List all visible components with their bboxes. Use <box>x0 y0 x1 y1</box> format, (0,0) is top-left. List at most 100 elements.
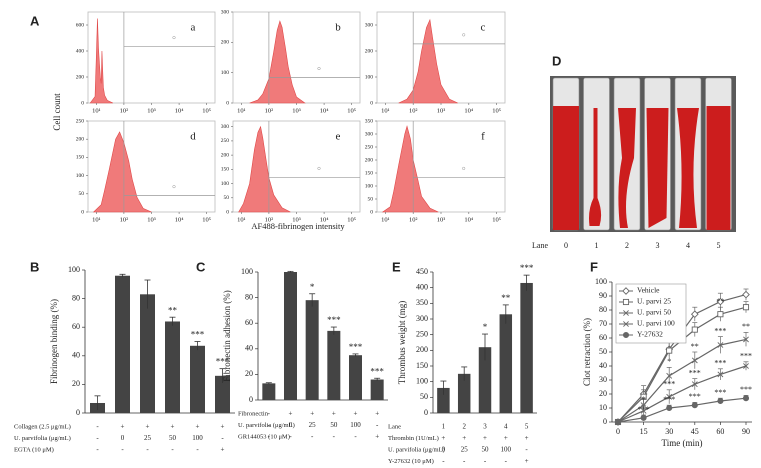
table-cell: + <box>221 423 225 431</box>
y-axis-label: Thrombus weight (mg) <box>397 301 407 385</box>
y-tick-label: 300 <box>365 131 374 137</box>
y-tick-label: 20 <box>72 379 80 388</box>
y-tick-label: 100 <box>221 70 230 76</box>
bar <box>478 347 492 413</box>
panel-label: A <box>30 13 40 28</box>
x-tick-label: 10⁵ <box>202 107 211 114</box>
table-cell: 0 <box>121 434 125 442</box>
table-cell: 3 <box>483 423 487 431</box>
significance: *** <box>327 315 341 325</box>
table-row-label: U. parvifolia (μg/mL) <box>388 446 445 453</box>
x-tick-label: 10¹ <box>381 216 390 223</box>
histogram-area <box>249 20 306 104</box>
point <box>690 310 699 319</box>
table-cell: - <box>196 446 199 454</box>
clot <box>706 106 731 230</box>
y-tick-label: 100 <box>595 277 607 286</box>
bar <box>165 321 180 413</box>
point <box>666 404 673 412</box>
clot <box>677 108 699 228</box>
lane-number: 5 <box>717 241 721 250</box>
point <box>614 418 622 426</box>
error-bar <box>219 368 226 383</box>
y-tick-label: 60 <box>72 322 80 331</box>
panel-label: D <box>552 53 561 68</box>
y-tick-label: 450 <box>416 267 428 276</box>
significance: * <box>310 282 315 292</box>
bar <box>370 379 384 400</box>
y-tick-label: 200 <box>365 48 374 54</box>
error-bar <box>119 273 126 278</box>
gate-marker <box>462 33 466 37</box>
y-tick-label: 200 <box>416 345 428 354</box>
y-tick-label: 50 <box>224 195 230 201</box>
panel-title: d <box>190 131 196 143</box>
legend-marker <box>622 287 630 295</box>
point <box>742 304 750 311</box>
point <box>640 414 647 421</box>
panel-title: c <box>481 22 486 34</box>
table-cell: - <box>354 433 357 441</box>
table-cell: - <box>442 457 445 465</box>
y-tick-label: 100 <box>241 267 253 276</box>
clot <box>618 108 636 228</box>
gate-marker <box>172 185 176 189</box>
x-tick-label: 15 <box>640 427 648 436</box>
significance: *** <box>740 385 752 394</box>
y-axis-label: Fibronectin adhesion (%) <box>222 290 232 381</box>
table-cell: + <box>525 457 529 465</box>
gate-marker <box>317 166 321 170</box>
table-cell: + <box>121 423 125 431</box>
significance: *** <box>689 368 701 377</box>
point <box>666 372 673 379</box>
x-tick-label: 10² <box>120 216 129 223</box>
x-tick-label: 10³ <box>292 216 301 223</box>
table-cell: - <box>121 446 124 454</box>
y-tick-label: 20 <box>245 369 253 378</box>
table-cell: - <box>268 421 271 429</box>
bar <box>437 387 450 413</box>
table-cell: - <box>484 457 487 465</box>
significance: *** <box>349 342 363 352</box>
y-tick-label: 150 <box>221 167 230 173</box>
x-tick-label: 30 <box>665 427 673 436</box>
y-tick-label: 0 <box>603 417 607 426</box>
y-tick-label: 250 <box>365 144 374 150</box>
significance: *** <box>663 380 675 389</box>
x-tick-label: 10⁴ <box>175 216 185 223</box>
panel-title: b <box>335 22 341 34</box>
y-tick-label: 70 <box>599 319 607 328</box>
legend-label: Y-27632 <box>637 330 663 339</box>
significance: *** <box>638 405 650 414</box>
y-tick-label: 50 <box>368 196 374 202</box>
y-tick-label: 250 <box>416 329 428 338</box>
significance: * <box>667 357 671 366</box>
table-cell: 100 <box>350 421 361 429</box>
x-tick-label: 10¹ <box>92 107 101 114</box>
table-cell: + <box>441 434 445 442</box>
gate-marker <box>462 166 466 170</box>
y-tick-label: 0 <box>76 408 80 417</box>
y-tick-label: 200 <box>76 74 85 80</box>
x-tick-label: 10⁴ <box>320 107 330 114</box>
table-cell: 25 <box>461 446 469 454</box>
legend-marker <box>622 298 630 306</box>
y-tick-label: 200 <box>221 152 230 158</box>
x-tick-label: 10³ <box>147 216 156 223</box>
gate-marker <box>317 66 321 71</box>
table-cell: - <box>505 457 508 465</box>
table-cell: + <box>332 410 336 418</box>
legend-label: U. parvi 100 <box>637 319 675 328</box>
table-cell: + <box>483 434 487 442</box>
significance: * <box>642 395 646 404</box>
table-cell: 100 <box>501 446 512 454</box>
table-cell: - <box>96 446 99 454</box>
x-tick-label: 10¹ <box>381 107 390 114</box>
point <box>742 290 750 299</box>
bar <box>262 383 276 400</box>
x-axis-label: AF488-fibrinogen intensity <box>251 221 345 231</box>
point <box>717 311 724 318</box>
error-bar <box>287 270 294 273</box>
error-bar <box>309 293 316 307</box>
y-tick-label: 50 <box>599 347 607 356</box>
